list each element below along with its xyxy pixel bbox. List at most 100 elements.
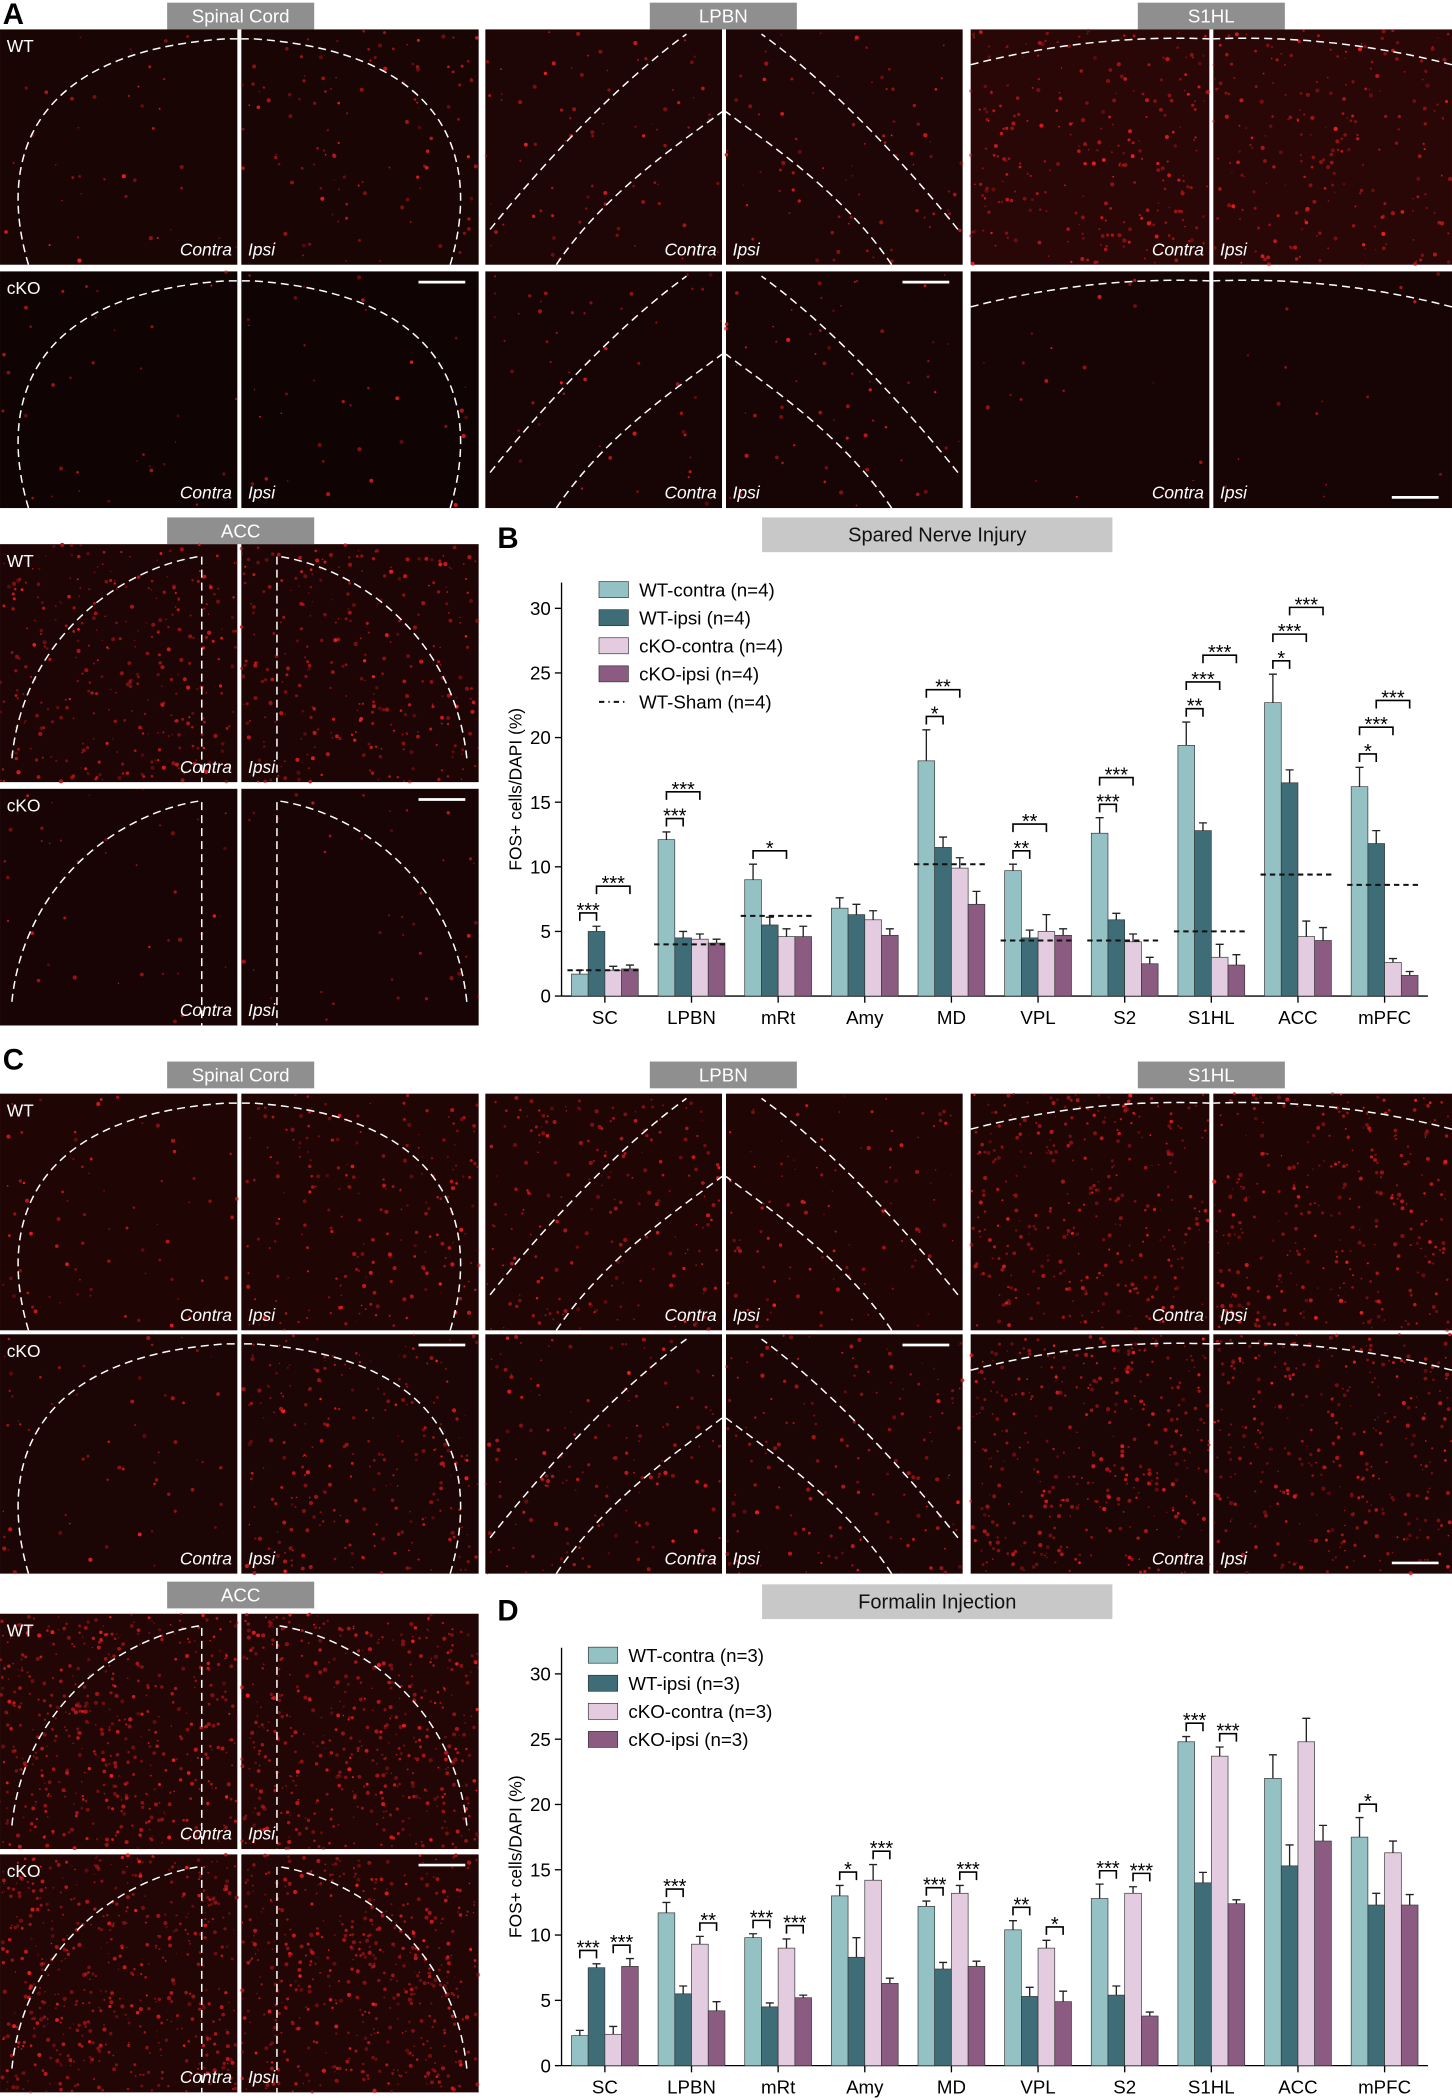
fos-cell: [1035, 1563, 1038, 1566]
fos-cell: [187, 1638, 189, 1640]
fos-cell: [1246, 34, 1248, 36]
fos-cell: [121, 1804, 125, 1808]
fos-cell: [1191, 1359, 1194, 1362]
fos-cell: [538, 1109, 540, 1111]
fos-cell: [59, 779, 63, 783]
fos-cell: [95, 692, 98, 695]
fos-cell: [390, 1484, 391, 1485]
fos-cell: [373, 1459, 376, 1462]
fos-cell: [473, 863, 474, 864]
fos-cell: [467, 227, 471, 231]
fos-cell: [49, 1704, 52, 1707]
fos-cell: [1102, 1507, 1106, 1511]
fos-cell: [40, 1747, 44, 1751]
fos-cell: [519, 1294, 520, 1295]
fos-cell: [43, 1804, 47, 1808]
fos-cell: [178, 628, 182, 632]
fos-cell: [109, 1709, 111, 1711]
fos-cell: [77, 236, 79, 238]
fos-cell: [88, 645, 90, 647]
fos-cell: [151, 589, 153, 591]
fos-cell: [1002, 1264, 1006, 1268]
fos-cell: [156, 559, 158, 561]
fos-cell: [787, 1156, 789, 1158]
fos-cell: [1305, 221, 1309, 225]
fos-cell: [297, 1814, 300, 1817]
fos-cell: [107, 1742, 109, 1744]
fos-cell: [1438, 1401, 1442, 1405]
fos-cell: [1111, 234, 1114, 237]
fos-cell: [623, 1112, 627, 1116]
fos-cell: [443, 1265, 446, 1268]
side-label: Ipsi: [733, 483, 761, 503]
fos-cell: [1261, 146, 1265, 150]
fos-cell: [154, 1731, 157, 1734]
fos-cell: [154, 1802, 158, 1806]
fos-cell: [103, 1784, 105, 1786]
fos-cell: [1040, 1481, 1041, 1482]
fos-cell: [330, 1312, 332, 1314]
fos-cell: [1254, 250, 1256, 252]
fos-cell: [974, 1131, 977, 1134]
fos-cell: [235, 1800, 238, 1803]
fos-cell: [246, 702, 249, 705]
fos-cell: [867, 1371, 869, 1373]
fos-cell: [51, 495, 53, 497]
fos-cell: [764, 62, 768, 66]
fos-cell: [8, 1338, 10, 1340]
fos-cell: [1257, 1377, 1261, 1381]
fos-cell: [1371, 61, 1374, 64]
fos-cell: [997, 1156, 1001, 1160]
fos-cell: [1092, 1482, 1093, 1483]
fos-cell: [1036, 1339, 1038, 1341]
fos-cell: [890, 1202, 892, 1204]
fos-cell: [16, 1756, 18, 1758]
fos-cell: [617, 1319, 619, 1321]
fos-cell: [164, 1394, 167, 1397]
fos-cell: [1305, 1395, 1308, 1398]
fos-cell: [21, 1768, 23, 1770]
fos-cell: [436, 1796, 439, 1799]
fos-cell: [94, 611, 98, 615]
fos-cell: [1107, 1175, 1111, 1179]
micrograph: [726, 271, 963, 508]
fos-cell: [334, 179, 336, 181]
fos-cell: [75, 657, 77, 659]
genotype-label: cKO: [7, 278, 41, 298]
fos-cell: [494, 1203, 497, 1206]
fos-cell: [1362, 164, 1364, 166]
fos-cell: [353, 1628, 355, 1630]
fos-cell: [77, 259, 81, 263]
fos-cell: [833, 1250, 836, 1253]
fos-cell: [345, 1174, 348, 1177]
fos-cell: [1367, 1126, 1371, 1130]
fos-cell: [450, 1507, 453, 1510]
fos-cell: [147, 699, 149, 701]
fos-cell: [1361, 1479, 1363, 1481]
fos-cell: [572, 107, 576, 111]
fos-cell: [303, 574, 307, 578]
fos-cell: [176, 1758, 178, 1760]
fos-cell: [882, 134, 885, 137]
fos-cell: [1076, 1098, 1080, 1102]
fos-cell: [24, 86, 27, 89]
fos-cell: [303, 732, 307, 736]
fos-cell: [1416, 1322, 1418, 1324]
fos-cell: [1100, 1136, 1104, 1140]
fos-cell: [477, 996, 479, 998]
fos-cell: [391, 1715, 393, 1717]
fos-cell: [1199, 460, 1203, 464]
fos-cell: [1347, 117, 1349, 119]
fos-cell: [373, 1533, 376, 1536]
fos-cell: [299, 586, 300, 587]
fos-cell: [1343, 133, 1347, 137]
fos-cell: [272, 1116, 275, 1119]
fos-cell: [750, 1151, 752, 1153]
fos-cell: [1445, 1373, 1449, 1377]
fos-cell: [137, 1628, 141, 1632]
fos-cell: [682, 1267, 685, 1270]
fos-cell: [1006, 173, 1009, 176]
fos-cell: [1044, 1093, 1046, 1095]
fos-cell: [284, 690, 288, 694]
fos-cell: [1416, 1518, 1418, 1520]
